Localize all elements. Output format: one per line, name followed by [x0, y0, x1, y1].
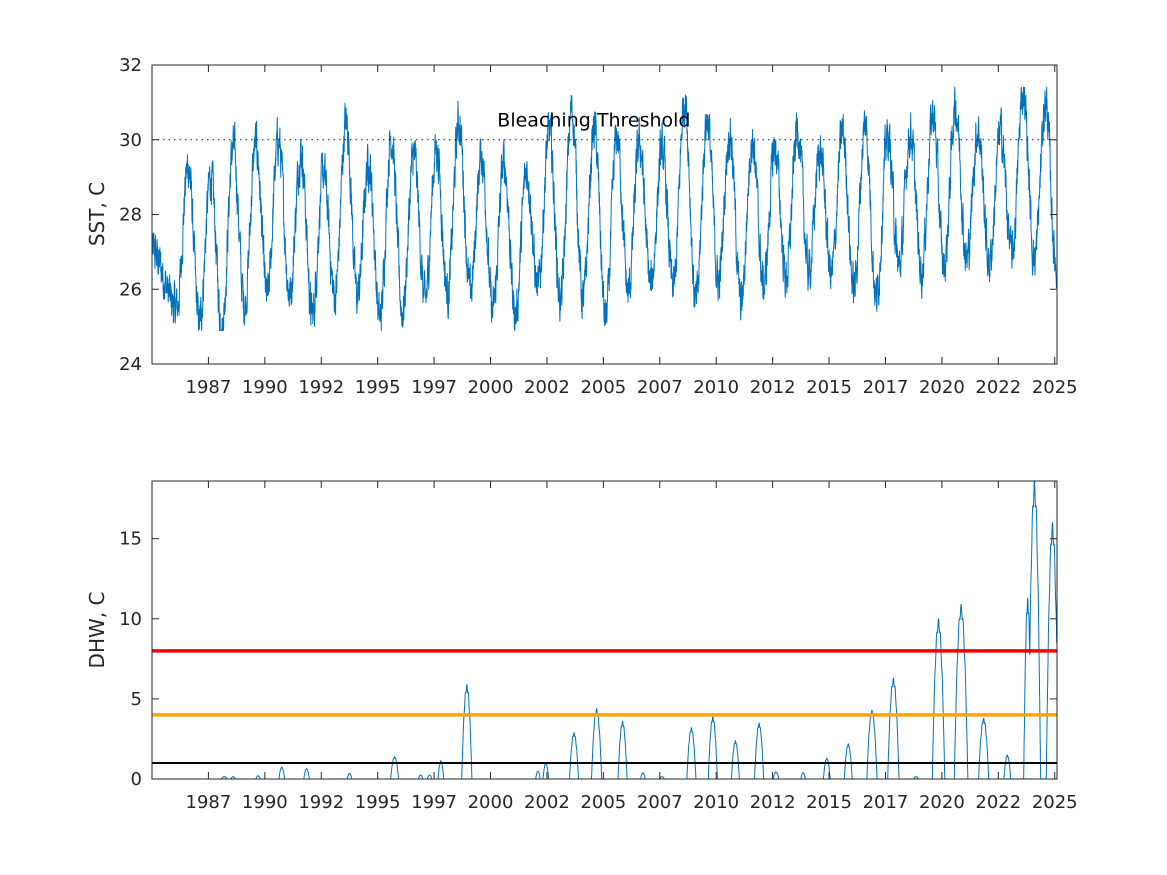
x-tick-label: 2005: [580, 377, 626, 398]
x-tick-label: 2022: [975, 377, 1021, 398]
x-tick-label: 2007: [637, 377, 683, 398]
y-tick-label: 15: [119, 529, 142, 550]
x-tick-label: 2000: [468, 792, 514, 813]
sst-x-ticks: 1987 1990 1992 1995 1997 2000 2002 2005 2007 2010…: [186, 65, 1078, 398]
x-tick-label: 1990: [242, 377, 288, 398]
dhw-axes-box: [151, 480, 1058, 780]
x-tick-label: 1987: [186, 792, 232, 813]
x-tick-label: 2025: [1032, 792, 1078, 813]
x-tick-label: 1997: [411, 377, 457, 398]
x-tick-label: 2010: [693, 792, 739, 813]
x-tick-label: 2017: [863, 792, 909, 813]
bleaching-threshold-label: Bleaching Threshold: [497, 110, 690, 132]
sst-y-ticks: 24 26 28 30 32: [119, 55, 1057, 375]
x-tick-label: 2015: [806, 377, 852, 398]
dhw-y-axis-label: DHW, C: [85, 592, 109, 669]
y-tick-label: 26: [119, 279, 142, 300]
sst-line: [151, 86, 1058, 331]
x-tick-label: 2010: [693, 377, 739, 398]
dhw-reference-lines: [152, 649, 1057, 764]
x-tick-label: 2022: [975, 792, 1021, 813]
dhw-y-ticks: 0 5 10 15: [119, 529, 1057, 790]
dhw-plot-area: [152, 481, 1057, 779]
x-tick-label: 1992: [298, 377, 344, 398]
x-tick-label: 2012: [750, 792, 796, 813]
x-tick-label: 1995: [355, 792, 401, 813]
sst-panel: 1987 1990 1992 1995 1997 2000 2002 2005 2007 2010…: [85, 55, 1078, 398]
x-tick-label: 1990: [242, 792, 288, 813]
x-tick-label: 2020: [919, 377, 965, 398]
x-tick-label: 2002: [524, 377, 570, 398]
dhw-panel: 1987 1990 1992 1995 1997 2000 2002 2005 2007 2010…: [85, 480, 1078, 813]
x-tick-label: 1992: [298, 792, 344, 813]
x-tick-label: 1997: [411, 792, 457, 813]
x-tick-label: 2017: [863, 377, 909, 398]
dhw-x-ticks: 1987 1990 1992 1995 1997 2000 2002 2005 2007 2010…: [186, 481, 1078, 813]
sst-series: [151, 86, 1058, 331]
x-tick-label: 2002: [524, 792, 570, 813]
y-tick-label: 24: [119, 354, 142, 375]
x-tick-label: 2015: [806, 792, 852, 813]
x-tick-label: 2020: [919, 792, 965, 813]
x-tick-label: 2012: [750, 377, 796, 398]
y-tick-label: 10: [119, 609, 142, 630]
y-tick-label: 30: [119, 130, 142, 151]
y-tick-label: 0: [131, 769, 142, 790]
y-tick-label: 5: [131, 689, 142, 710]
x-tick-label: 1987: [186, 377, 232, 398]
x-tick-label: 2005: [580, 792, 626, 813]
x-tick-label: 2025: [1032, 377, 1078, 398]
y-tick-label: 28: [119, 205, 142, 226]
x-tick-label: 2000: [468, 377, 514, 398]
sst-y-axis-label: SST, C: [85, 182, 109, 246]
x-tick-label: 1995: [355, 377, 401, 398]
x-tick-label: 2007: [637, 792, 683, 813]
y-tick-label: 32: [119, 55, 142, 76]
